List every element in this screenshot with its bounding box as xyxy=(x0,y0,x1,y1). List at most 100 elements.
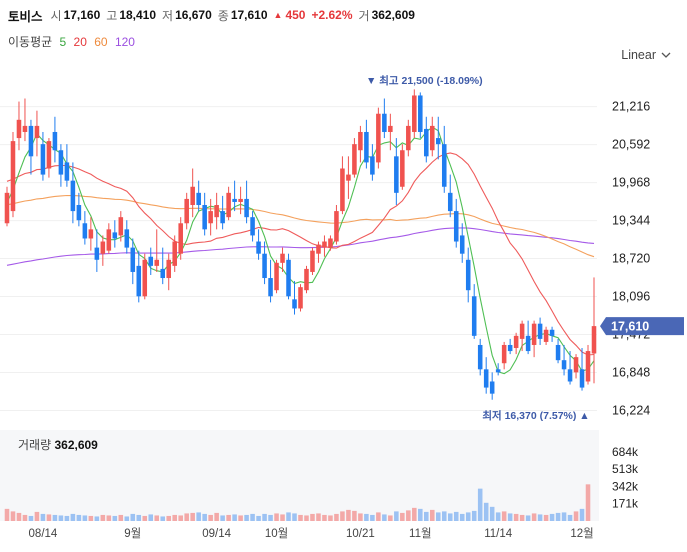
candle-body xyxy=(412,95,417,132)
ma60-line xyxy=(6,194,595,258)
ma20-line xyxy=(6,152,595,356)
x-tick-label: 11/14 xyxy=(484,528,513,540)
candle-body xyxy=(316,244,321,254)
volume-bar xyxy=(525,515,531,521)
volume-bar xyxy=(118,514,124,521)
high-value: 18,410 xyxy=(119,8,157,22)
candle-body xyxy=(244,198,249,218)
volume-bar xyxy=(304,515,309,521)
volume-bar xyxy=(483,502,489,521)
change-value: 450 xyxy=(285,8,306,22)
ma-legend-title: 이동평균 xyxy=(8,35,53,49)
candle-body xyxy=(483,369,489,388)
volume-bar xyxy=(142,515,148,521)
volume-bar xyxy=(160,516,166,521)
volume-bar xyxy=(364,513,369,521)
volume-bar xyxy=(447,513,453,521)
volume-bar xyxy=(549,513,555,521)
candle-body xyxy=(46,141,52,169)
open-label: 시 xyxy=(50,8,62,23)
volume-bar xyxy=(489,506,495,521)
min-price-annotation: 최저 16,370 (7.57%) ▲ xyxy=(482,409,589,422)
quote-header: 토비스 시 17,160 고 18,410 저 16,670 종 17,610 ▲ 45… xyxy=(8,7,421,24)
candle-body xyxy=(16,119,22,139)
up-triangle-icon: ▲ xyxy=(273,10,283,20)
candle-body xyxy=(250,217,255,236)
volume-bar xyxy=(382,514,387,521)
candle-body xyxy=(256,241,261,254)
volume-bar xyxy=(256,515,261,521)
y-tick-label: 20,592 xyxy=(612,138,650,152)
close-label: 종 xyxy=(217,8,229,23)
candle-body xyxy=(88,229,94,239)
high-label: 고 xyxy=(106,8,118,23)
low-value: 16,670 xyxy=(175,8,212,22)
candle-body xyxy=(142,259,148,297)
moving-average-legend[interactable]: 이동평균 5 20 60 120 xyxy=(8,33,139,50)
volume-bar xyxy=(16,512,22,521)
candle-body xyxy=(340,168,345,212)
volume-bar xyxy=(82,515,88,521)
low-label: 저 xyxy=(162,8,174,23)
candle-body xyxy=(364,131,369,163)
volume-bar xyxy=(555,512,561,521)
volume-tick-label: 342k xyxy=(612,479,639,493)
volume-bar xyxy=(501,511,507,521)
candle-body xyxy=(268,278,273,297)
candle-body xyxy=(238,198,243,202)
candle-body xyxy=(507,344,513,352)
x-tick-label: 11월 xyxy=(409,527,432,540)
volume-bar xyxy=(298,514,303,521)
scale-toggle[interactable]: Linear xyxy=(621,48,671,62)
volume-bar xyxy=(100,514,106,521)
volume-bar xyxy=(579,508,585,521)
volume-title-value: 362,609 xyxy=(54,438,98,452)
volume-bar xyxy=(136,514,142,521)
volume-bar xyxy=(46,514,52,521)
candle-body xyxy=(148,256,154,266)
ma120-label: 120 xyxy=(114,35,135,49)
open-value: 17,160 xyxy=(63,8,101,22)
volume-bar xyxy=(52,514,58,521)
candle-body xyxy=(370,156,375,175)
candle-body xyxy=(112,232,118,239)
volume-bar xyxy=(166,515,171,521)
candle-body xyxy=(418,95,423,132)
volume-bar xyxy=(346,509,351,521)
volume-bar xyxy=(519,514,525,521)
candle-body xyxy=(591,326,597,354)
volume-bar xyxy=(573,511,579,521)
candle-body xyxy=(477,344,483,370)
candle-body xyxy=(130,247,136,272)
volume-bar xyxy=(148,514,154,521)
candle-body xyxy=(34,125,40,139)
y-tick-label: 21,216 xyxy=(612,100,650,114)
candle-body xyxy=(166,259,171,279)
volume-bar xyxy=(471,510,477,521)
y-tick-label: 18,720 xyxy=(612,252,650,266)
candle-body xyxy=(424,128,429,157)
candle-body xyxy=(573,357,579,373)
candle-body xyxy=(40,144,46,175)
volume-bar xyxy=(388,515,393,521)
candle-body xyxy=(220,211,225,224)
volume-bar xyxy=(64,515,70,521)
scale-toggle-label: Linear xyxy=(621,48,656,62)
candle-body xyxy=(76,205,82,221)
candle-body xyxy=(232,198,237,202)
ma5-label: 5 xyxy=(59,35,67,49)
volume-bar xyxy=(28,515,34,521)
volume-bar xyxy=(352,510,357,521)
y-tick-label: 18,096 xyxy=(612,290,650,304)
candle-body xyxy=(10,141,16,212)
volume-bar xyxy=(495,512,501,521)
last-price-label: 17,610 xyxy=(611,320,649,334)
volume-bar xyxy=(274,513,279,521)
volume-bar xyxy=(250,513,255,521)
y-tick-label: 19,968 xyxy=(612,176,650,190)
candle-body xyxy=(292,299,297,309)
candle-body xyxy=(352,144,357,175)
candle-body xyxy=(346,174,351,181)
volume-bar xyxy=(292,513,297,521)
